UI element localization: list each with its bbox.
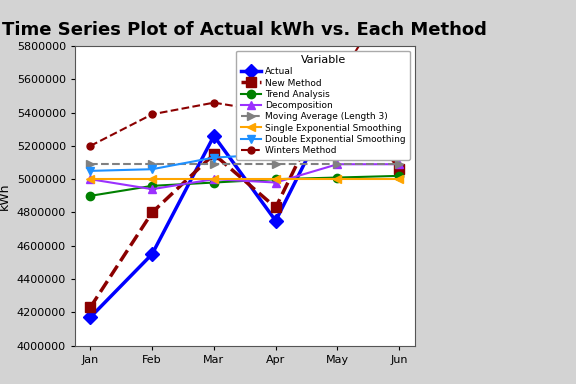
Trend Analysis <box>396 174 403 178</box>
Line: Single Exponential Smoothing: Single Exponential Smoothing <box>86 175 403 184</box>
Decomposition <box>149 187 156 192</box>
Moving Average (Length 3) <box>272 162 279 167</box>
Line: Double Exponential Smoothing: Double Exponential Smoothing <box>86 142 403 175</box>
Moving Average (Length 3) <box>210 162 217 167</box>
Decomposition <box>87 177 94 182</box>
Double Exponential Smoothing <box>272 152 279 157</box>
Line: New Method: New Method <box>85 76 404 312</box>
Title: Time Series Plot of Actual kWh vs. Each Method: Time Series Plot of Actual kWh vs. Each … <box>2 21 487 39</box>
Line: Moving Average (Length 3): Moving Average (Length 3) <box>86 160 403 169</box>
Winters Method <box>334 79 341 83</box>
Trend Analysis <box>272 177 279 182</box>
Trend Analysis <box>87 194 94 198</box>
Double Exponential Smoothing <box>210 155 217 160</box>
New Method <box>272 205 279 210</box>
Moving Average (Length 3) <box>87 162 94 167</box>
Y-axis label: kWh: kWh <box>0 182 11 210</box>
Decomposition <box>272 180 279 185</box>
Trend Analysis <box>334 175 341 180</box>
Winters Method <box>87 144 94 148</box>
New Method <box>334 79 341 83</box>
Single Exponential Smoothing <box>210 177 217 182</box>
Decomposition <box>210 177 217 182</box>
Actual <box>334 95 341 100</box>
Actual <box>396 129 403 133</box>
Winters Method <box>272 110 279 115</box>
Single Exponential Smoothing <box>396 177 403 182</box>
Actual <box>272 218 279 223</box>
Line: Actual: Actual <box>85 93 404 322</box>
Line: Decomposition: Decomposition <box>86 160 403 194</box>
Winters Method <box>210 100 217 105</box>
Single Exponential Smoothing <box>272 177 279 182</box>
Single Exponential Smoothing <box>87 177 94 182</box>
Trend Analysis <box>149 184 156 188</box>
Decomposition <box>334 162 341 167</box>
Moving Average (Length 3) <box>149 162 156 167</box>
Trend Analysis <box>210 180 217 185</box>
New Method <box>396 167 403 172</box>
Double Exponential Smoothing <box>87 169 94 173</box>
Actual <box>210 134 217 138</box>
Winters Method <box>149 112 156 117</box>
New Method <box>87 305 94 310</box>
Line: Winters Method: Winters Method <box>87 0 403 149</box>
Actual <box>87 315 94 319</box>
Legend: Actual, New Method, Trend Analysis, Decomposition, Moving Average (Length 3), Si: Actual, New Method, Trend Analysis, Deco… <box>236 51 410 160</box>
Double Exponential Smoothing <box>396 144 403 148</box>
Actual <box>149 252 156 257</box>
Double Exponential Smoothing <box>149 167 156 172</box>
Moving Average (Length 3) <box>334 162 341 167</box>
Double Exponential Smoothing <box>334 145 341 150</box>
Moving Average (Length 3) <box>396 162 403 167</box>
New Method <box>149 210 156 215</box>
Line: Trend Analysis: Trend Analysis <box>86 172 403 200</box>
New Method <box>210 152 217 157</box>
Single Exponential Smoothing <box>334 177 341 182</box>
Single Exponential Smoothing <box>149 177 156 182</box>
Decomposition <box>396 162 403 167</box>
